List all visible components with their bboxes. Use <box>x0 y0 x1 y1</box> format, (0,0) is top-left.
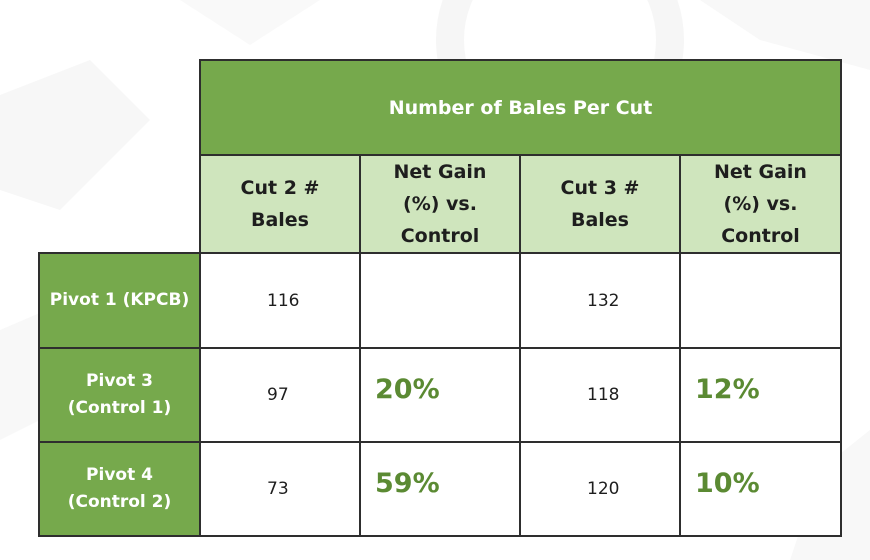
cell-cut2-bales: 116 <box>199 252 361 349</box>
col-header-line: Net Gain <box>393 161 487 183</box>
col-header-cut2-bales: Cut 2 # Bales <box>199 154 361 254</box>
cell-cut3-bales: 120 <box>519 441 681 537</box>
gain-value: 12% <box>695 373 760 405</box>
cell-cut3-net-gain: 10% <box>679 441 842 537</box>
table-row: Pivot 3 (Control 1) 97 20% 118 12% <box>38 347 842 443</box>
col-header-line: Bales <box>570 209 629 231</box>
col-header-line: (%) vs. <box>723 193 798 215</box>
col-header-cut3-net-gain: Net Gain (%) vs. Control <box>679 154 842 254</box>
table-row: Pivot 1 (KPCB) 116 132 <box>38 252 842 349</box>
cell-cut2-net-gain: 59% <box>359 441 521 537</box>
row-header-line: Pivot 1 (KPCB) <box>49 290 190 310</box>
cell-cut2-bales: 97 <box>199 347 361 443</box>
row-header-line: Pivot 4 <box>86 465 153 485</box>
col-header-line: Cut 2 # <box>240 177 320 199</box>
row-header-line: (Control 2) <box>67 492 172 512</box>
cell-cut3-bales: 132 <box>519 252 681 349</box>
row-header-pivot-1: Pivot 1 (KPCB) <box>38 252 201 349</box>
cell-cut2-net-gain: 20% <box>359 347 521 443</box>
col-header-line: Cut 3 # <box>560 177 640 199</box>
cell-cut3-net-gain: 12% <box>679 347 842 443</box>
col-header-line: Bales <box>250 209 309 231</box>
col-header-line: Net Gain <box>714 161 807 183</box>
gain-value: 10% <box>695 467 760 499</box>
col-header-line: (%) vs. <box>403 193 477 215</box>
cell-cut2-bales: 73 <box>199 441 361 537</box>
gain-value: 59% <box>375 467 440 499</box>
cell-cut3-bales: 118 <box>519 347 681 443</box>
cell-cut2-net-gain <box>359 252 521 349</box>
empty-corner-2 <box>39 155 200 253</box>
cell-cut3-net-gain <box>679 252 842 349</box>
col-header-line: Control <box>721 225 800 247</box>
bales-table: Number of Bales Per Cut Cut 2 # Bales Ne… <box>38 59 842 537</box>
col-header-cut3-bales: Cut 3 # Bales <box>519 154 681 254</box>
col-header-cut2-net-gain: Net Gain (%) vs. Control <box>359 154 521 254</box>
row-header-pivot-4: Pivot 4 (Control 2) <box>38 441 201 537</box>
row-header-line: (Control 1) <box>67 398 172 418</box>
gain-value: 20% <box>375 373 440 405</box>
col-header-line: Control <box>400 225 480 247</box>
row-header-pivot-3: Pivot 3 (Control 1) <box>38 347 201 443</box>
table-title: Number of Bales Per Cut <box>199 59 842 155</box>
table-row: Pivot 4 (Control 2) 73 59% 120 10% <box>38 441 842 537</box>
row-header-line: Pivot 3 <box>86 371 153 391</box>
empty-corner <box>39 60 200 155</box>
